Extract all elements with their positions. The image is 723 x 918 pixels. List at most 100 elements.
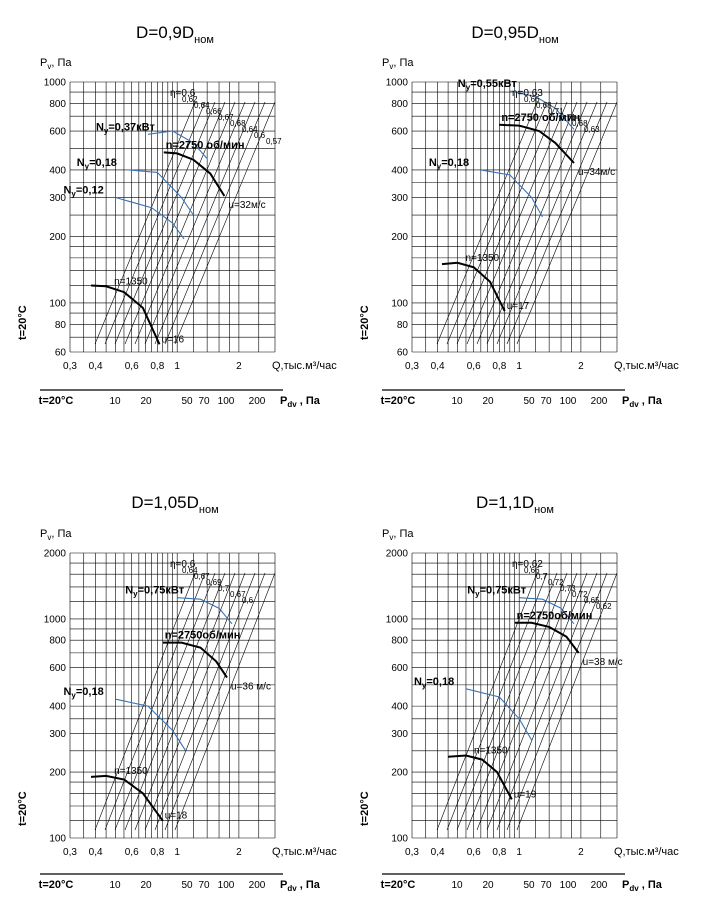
efficiency-ray bbox=[144, 572, 246, 831]
y-tick-label: 400 bbox=[391, 165, 408, 176]
efficiency-label: 0,64 bbox=[182, 566, 198, 575]
efficiency-ray bbox=[516, 101, 618, 345]
efficiency-label: η=0,63 bbox=[512, 88, 543, 99]
efficiency-label: 0,69 bbox=[206, 578, 222, 587]
efficiency-ray bbox=[144, 101, 246, 345]
x-tick-label: 0,3 bbox=[63, 847, 77, 858]
pdv-tick-label: 200 bbox=[591, 396, 608, 407]
x-tick-label: 2 bbox=[578, 847, 584, 858]
power-label: Nу=0,18 bbox=[77, 157, 117, 171]
pdv-tick-label: 20 bbox=[140, 396, 152, 407]
pdv-tick-label: 100 bbox=[560, 396, 577, 407]
x-tick-label: 0,3 bbox=[63, 361, 77, 372]
efficiency-label: 0,66 bbox=[524, 566, 540, 575]
efficiency-label: 0,62 bbox=[182, 95, 198, 104]
pdv-tick-label: 100 bbox=[218, 396, 235, 407]
pdv-tick-label: 70 bbox=[198, 880, 210, 891]
efficiency-label: 0,62 bbox=[596, 602, 612, 611]
y-tick-label: 800 bbox=[391, 636, 408, 647]
speed-curve bbox=[514, 621, 580, 654]
efficiency-ray bbox=[506, 101, 608, 345]
efficiency-label: 0,64 bbox=[194, 101, 210, 110]
power-label: Nу=0,18 bbox=[63, 686, 103, 700]
pdv-tick-label: 200 bbox=[591, 880, 608, 891]
u-high-label: u=36 м/с bbox=[231, 682, 271, 693]
speed-curve bbox=[441, 261, 506, 312]
speed-high-label: n=2750 об/мин bbox=[166, 139, 245, 151]
y-tick-label: 800 bbox=[49, 636, 66, 647]
speed-curve bbox=[499, 123, 575, 164]
power-label: Nу=0,18 bbox=[414, 676, 454, 690]
speed-high-label: n=2750об/мин bbox=[165, 630, 241, 642]
efficiency-label: 0,6 bbox=[242, 596, 254, 605]
y-axis-label: Pv, Па bbox=[40, 528, 72, 542]
efficiency-label: 0,71 bbox=[560, 113, 576, 122]
efficiency-label: 0,57 bbox=[266, 137, 282, 146]
x-tick-label: 0,8 bbox=[150, 847, 164, 858]
speed-curve bbox=[162, 641, 228, 679]
y-tick-label: 300 bbox=[49, 729, 66, 740]
efficiency-ray bbox=[124, 572, 226, 831]
y-tick-label: 300 bbox=[391, 729, 408, 740]
pdv-tick-label: 200 bbox=[249, 396, 266, 407]
chart-title: D=1,1Dном bbox=[476, 493, 554, 516]
power-label: Nу=0,37кВт bbox=[96, 121, 156, 135]
efficiency-label: 0,65 bbox=[584, 596, 600, 605]
pdv-axis-label: Pdv , Па bbox=[622, 395, 663, 409]
x-tick-label: 0,8 bbox=[150, 361, 164, 372]
y-tick-label: 800 bbox=[391, 99, 408, 110]
pdv-tick-label: 50 bbox=[523, 396, 535, 407]
efficiency-ray bbox=[164, 101, 266, 345]
efficiency-ray bbox=[104, 572, 206, 831]
speed-low-label: n=1350 bbox=[474, 746, 508, 757]
y-tick-label: 400 bbox=[49, 702, 66, 713]
y-tick-label: 100 bbox=[391, 834, 408, 845]
efficiency-ray bbox=[94, 572, 196, 831]
y-tick-label: 600 bbox=[49, 663, 66, 674]
pdv-axis-label: Pdv , Па bbox=[280, 395, 321, 409]
speed-high-label: n=2750 об/мин bbox=[501, 112, 580, 124]
efficiency-ray bbox=[516, 572, 618, 831]
y-axis-label: Pv, Па bbox=[382, 57, 414, 71]
y-tick-label: 60 bbox=[55, 348, 67, 359]
power-label: Nу=0,18 bbox=[429, 157, 469, 171]
x-tick-label: 0,3 bbox=[405, 361, 419, 372]
efficiency-ray bbox=[124, 101, 226, 345]
y-tick-label: 1000 bbox=[44, 78, 67, 89]
y-tick-label: 200 bbox=[49, 768, 66, 779]
efficiency-ray bbox=[446, 572, 548, 831]
efficiency-ray bbox=[466, 101, 568, 345]
efficiency-label: 0,67 bbox=[194, 572, 210, 581]
speed-curve bbox=[448, 754, 513, 800]
efficiency-ray bbox=[174, 572, 276, 831]
speed-low-label: n=1350 bbox=[465, 253, 499, 264]
y-tick-label: 600 bbox=[391, 127, 408, 138]
x-tick-label: 0,4 bbox=[431, 361, 445, 372]
y-tick-label: 60 bbox=[397, 348, 409, 359]
x-tick-label: 0,4 bbox=[89, 847, 103, 858]
power-curve bbox=[177, 597, 233, 625]
pdv-tick-label: 10 bbox=[451, 396, 463, 407]
x-tick-label: 0,4 bbox=[431, 847, 445, 858]
y-tick-label: 200 bbox=[391, 768, 408, 779]
x-tick-label: 2 bbox=[236, 361, 242, 372]
efficiency-ray bbox=[486, 101, 588, 345]
u-low-label: u=17 bbox=[507, 301, 530, 312]
pdv-tick-label: 50 bbox=[181, 396, 193, 407]
efficiency-ray bbox=[436, 572, 538, 831]
efficiency-ray bbox=[164, 572, 266, 831]
power-curve bbox=[519, 597, 575, 625]
efficiency-label: 0,68 bbox=[230, 119, 246, 128]
power-label: Nу=0,12 bbox=[63, 185, 103, 199]
efficiency-ray bbox=[446, 101, 548, 345]
efficiency-label: 0,71 bbox=[548, 107, 564, 116]
efficiency-label: 0,66 bbox=[206, 107, 222, 116]
u-high-label: u=38 м/с bbox=[583, 657, 623, 668]
temperature-label: t=20°C bbox=[359, 305, 371, 340]
efficiency-label: 0,72 bbox=[572, 590, 588, 599]
efficiency-label: 0,67 bbox=[218, 113, 234, 122]
pdv-tick-label: 10 bbox=[109, 880, 121, 891]
efficiency-ray bbox=[134, 572, 236, 831]
chart-title: D=0,9Dном bbox=[136, 23, 214, 46]
